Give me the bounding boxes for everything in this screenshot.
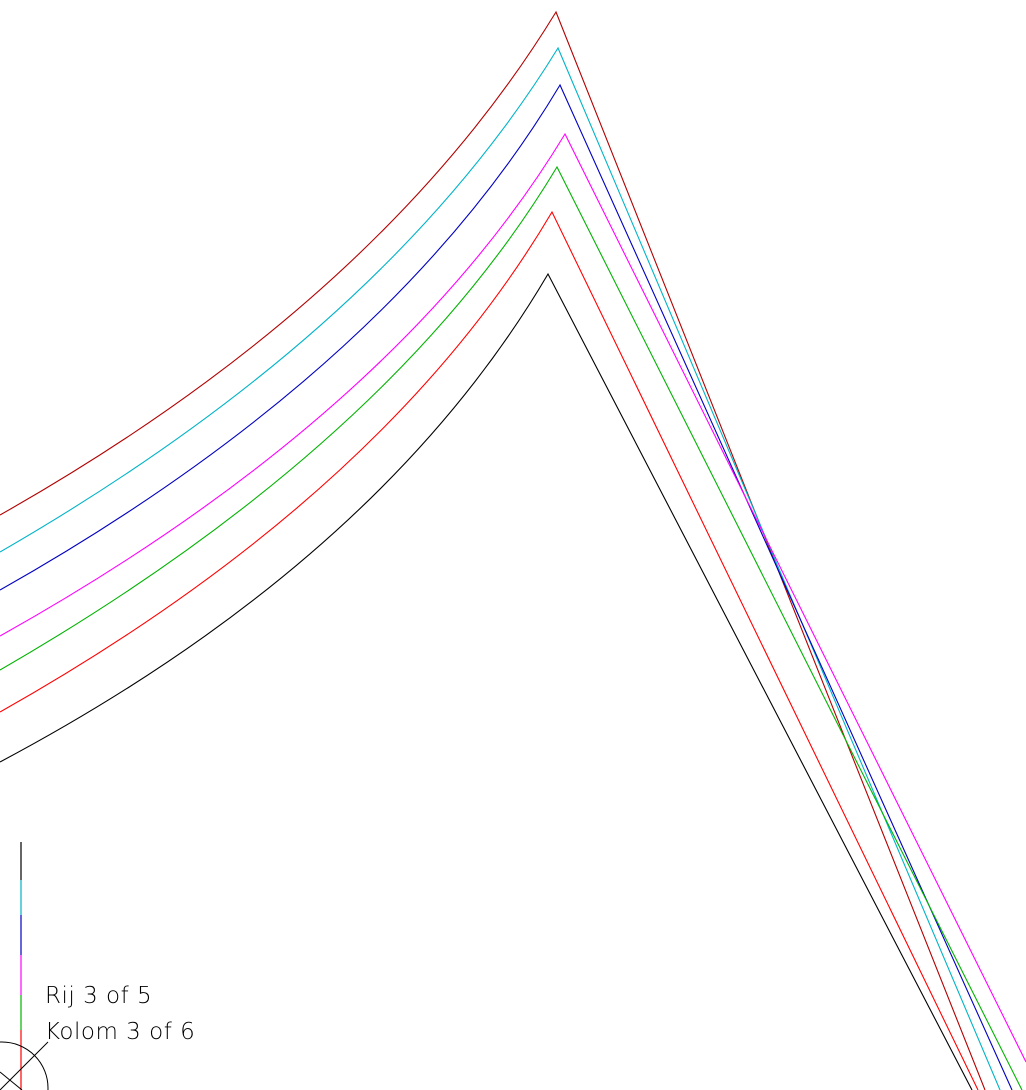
pattern-line-green — [0, 165, 1023, 1090]
pattern-line-magenta — [0, 132, 1026, 1063]
pattern-line-cyan — [0, 46, 1001, 1090]
column-label: Kolom 3 of 6 — [45, 1019, 196, 1045]
north-arrow-circle-icon — [0, 1041, 49, 1090]
pattern-line-blue — [0, 83, 1013, 1090]
pattern-line-black — [0, 272, 973, 1090]
row-label: Rij 3 of 5 — [45, 983, 153, 1009]
pattern-line-red — [0, 210, 979, 1090]
pattern-line-dark-red — [0, 10, 986, 1090]
